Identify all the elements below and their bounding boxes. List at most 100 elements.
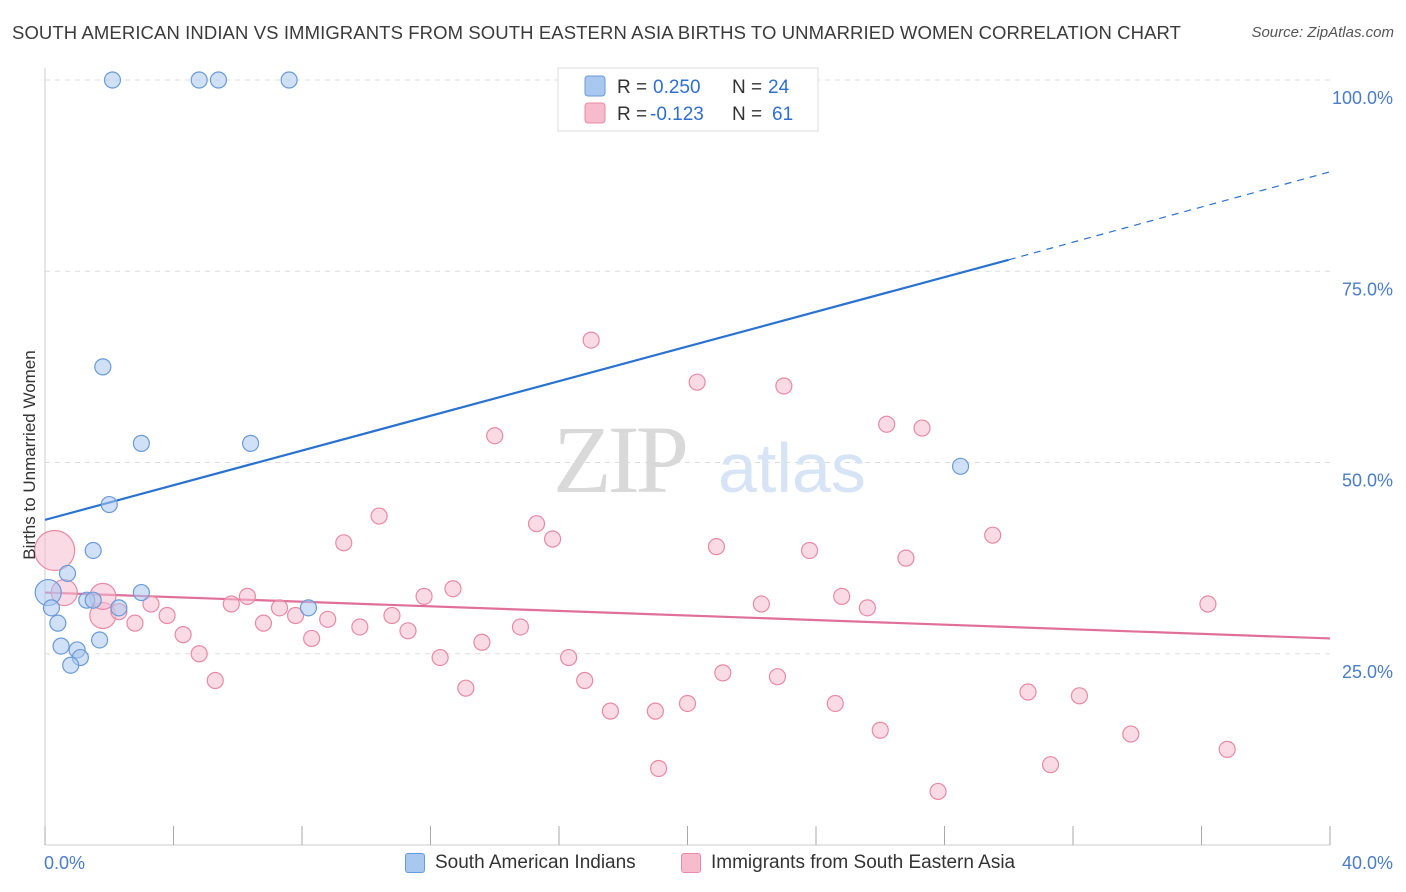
- data-point-immigrants-se-asia: [929, 782, 947, 801]
- legend-r-label: R =: [617, 77, 647, 98]
- data-point-south-american-indians: [280, 71, 298, 89]
- data-point-south-american-indians: [190, 71, 208, 89]
- watermark: ZIP atlas: [553, 406, 866, 513]
- watermark-zip: ZIP: [553, 406, 686, 513]
- data-point-immigrants-se-asia: [444, 580, 462, 598]
- data-point-south-american-indians: [100, 495, 118, 514]
- data-point-immigrants-se-asia: [126, 614, 144, 632]
- data-point-south-american-indians: [110, 599, 128, 617]
- data-point-south-american-indians: [49, 614, 67, 632]
- data-point-immigrants-se-asia: [34, 529, 76, 572]
- legend-swatch-pink: [681, 853, 701, 873]
- legend-n-label: N =: [732, 104, 762, 125]
- legend-swatch-blue: [584, 75, 606, 97]
- data-point-immigrants-se-asia: [206, 671, 224, 690]
- data-point-immigrants-se-asia: [1070, 687, 1089, 705]
- data-point-immigrants-se-asia: [1218, 740, 1236, 758]
- legend-swatch-pink: [584, 102, 606, 124]
- data-point-immigrants-se-asia: [319, 610, 337, 628]
- legend-label: South American Indians: [435, 852, 636, 873]
- x-tick-label: 40.0%: [1342, 853, 1393, 873]
- data-point-immigrants-se-asia: [752, 595, 770, 613]
- data-point-south-american-indians: [951, 457, 970, 475]
- data-point-immigrants-se-asia: [190, 645, 208, 663]
- data-point-immigrants-se-asia: [1199, 595, 1217, 613]
- data-point-south-american-indians: [242, 434, 260, 452]
- data-point-south-american-indians: [209, 71, 228, 89]
- data-point-immigrants-se-asia: [543, 530, 562, 548]
- data-point-immigrants-se-asia: [714, 664, 732, 682]
- data-point-immigrants-se-asia: [286, 606, 305, 625]
- y-tick-label: 25.0%: [1342, 662, 1393, 682]
- data-point-immigrants-se-asia: [1122, 725, 1140, 743]
- data-point-immigrants-se-asia: [335, 534, 353, 552]
- data-point-immigrants-se-asia: [270, 599, 289, 617]
- point-layer: [34, 71, 1236, 801]
- data-point-immigrants-se-asia: [370, 507, 388, 525]
- legend-box: R = 0.250 N = 24 R = -0.123 N = 61: [557, 67, 819, 132]
- trend-line-immigrants-se-asia: [44, 591, 1331, 640]
- data-point-immigrants-se-asia: [142, 595, 160, 613]
- data-point-immigrants-se-asia: [897, 549, 915, 567]
- data-point-south-american-indians: [132, 583, 150, 602]
- data-point-immigrants-se-asia: [984, 526, 1002, 544]
- data-point-immigrants-se-asia: [303, 629, 321, 648]
- y-axis-label: Births to Unmarried Women: [20, 350, 39, 559]
- data-point-immigrants-se-asia: [913, 419, 931, 437]
- data-point-immigrants-se-asia: [254, 614, 273, 632]
- trend-line-extension: [1008, 171, 1331, 261]
- data-point-immigrants-se-asia: [878, 415, 896, 433]
- legend-n-value: 24: [768, 77, 790, 98]
- legend-r-value: 0.250: [653, 77, 701, 98]
- data-point-immigrants-se-asia: [858, 599, 877, 617]
- watermark-atlas: atlas: [718, 429, 866, 507]
- data-point-immigrants-se-asia: [222, 595, 240, 613]
- data-point-immigrants-se-asia: [174, 626, 192, 644]
- legend-r-value: -0.123: [650, 104, 704, 125]
- data-point-immigrants-se-asia: [576, 671, 594, 690]
- data-point-immigrants-se-asia: [560, 648, 578, 667]
- y-tick-label: 50.0%: [1342, 471, 1393, 491]
- data-point-immigrants-se-asia: [582, 331, 600, 349]
- data-point-immigrants-se-asia: [399, 622, 417, 640]
- bottom-legend: South American Indians Immigrants from S…: [0, 852, 1406, 878]
- legend-label: Immigrants from South Eastern Asia: [711, 852, 1016, 873]
- data-point-south-american-indians: [84, 541, 102, 560]
- x-tick-label: 0.0%: [44, 853, 85, 873]
- data-point-immigrants-se-asia: [871, 721, 889, 739]
- legend-r-label: R =: [617, 104, 647, 125]
- data-point-immigrants-se-asia: [775, 377, 793, 395]
- data-point-immigrants-se-asia: [1019, 683, 1037, 701]
- data-point-immigrants-se-asia: [688, 373, 706, 391]
- data-point-south-american-indians: [103, 71, 122, 89]
- data-point-immigrants-se-asia: [431, 648, 449, 667]
- y-tick-label: 100.0%: [1332, 88, 1393, 108]
- y-tick-label: 75.0%: [1342, 279, 1393, 299]
- grid-layer: [45, 79, 1330, 655]
- data-point-immigrants-se-asia: [800, 541, 819, 560]
- data-point-immigrants-se-asia: [527, 515, 546, 533]
- data-point-immigrants-se-asia: [833, 587, 851, 605]
- data-point-immigrants-se-asia: [383, 606, 401, 625]
- data-point-south-american-indians: [58, 564, 77, 583]
- data-point-immigrants-se-asia: [351, 618, 369, 636]
- data-point-south-american-indians: [91, 631, 109, 649]
- data-point-immigrants-se-asia: [601, 702, 620, 720]
- chart-title: SOUTH AMERICAN INDIAN VS IMMIGRANTS FROM…: [12, 22, 1182, 43]
- legend-swatch-blue: [405, 853, 425, 873]
- data-point-immigrants-se-asia: [511, 618, 530, 636]
- data-point-south-american-indians: [299, 599, 318, 617]
- data-point-immigrants-se-asia: [158, 606, 176, 625]
- data-point-immigrants-se-asia: [473, 633, 491, 651]
- legend-n-value: 61: [772, 104, 793, 125]
- data-point-immigrants-se-asia: [678, 694, 697, 713]
- data-point-immigrants-se-asia: [768, 668, 787, 686]
- data-point-south-american-indians: [84, 591, 102, 609]
- legend-n-label: N =: [732, 77, 762, 98]
- source-label: Source: ZipAtlas.com: [1251, 24, 1394, 41]
- data-point-immigrants-se-asia: [646, 702, 664, 720]
- trend-line-south-american-indians: [44, 258, 1010, 521]
- legend-item-immigrants-se-asia: Immigrants from South Eastern Asia: [681, 852, 1015, 874]
- data-point-south-american-indians: [52, 637, 70, 655]
